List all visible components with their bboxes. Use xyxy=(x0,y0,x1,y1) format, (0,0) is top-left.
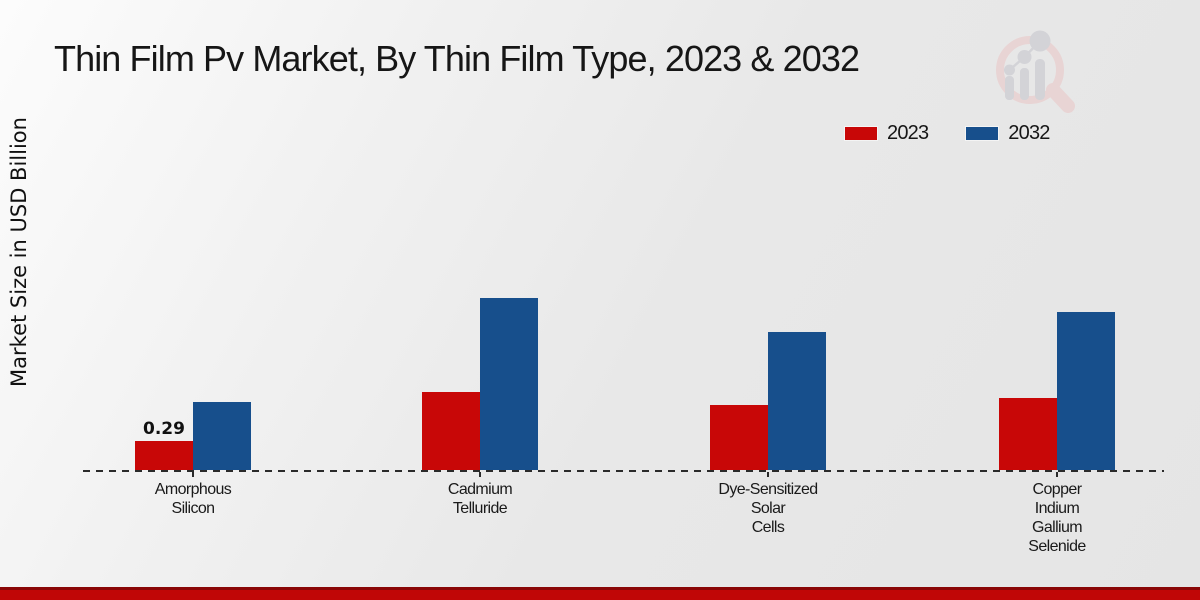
legend-swatch-2023 xyxy=(845,127,877,140)
chart-title: Thin Film Pv Market, By Thin Film Type, … xyxy=(54,38,860,79)
category-label-copper-indium-gallium-selenide: Copper Indium Gallium Selenide xyxy=(1028,481,1086,555)
bar-2032-copper-indium-gallium-selenide xyxy=(1057,312,1115,470)
legend-label-2023: 2023 xyxy=(887,122,929,144)
bar-2032-dye-sensitized-solar-cells xyxy=(768,332,826,470)
footer-accent-bar xyxy=(0,587,1200,600)
x-axis-tick xyxy=(192,472,194,477)
magnifier-bar-chart-logo-icon xyxy=(996,30,1075,113)
bar-2023-copper-indium-gallium-selenide xyxy=(999,398,1057,470)
bar-2023-dye-sensitized-solar-cells xyxy=(710,405,768,470)
legend-label-2032: 2032 xyxy=(1008,122,1050,144)
x-axis-tick xyxy=(479,472,481,477)
bar-2023-cadmium-telluride xyxy=(422,392,480,470)
category-label-cadmium-telluride: Cadmium Telluride xyxy=(447,481,513,517)
legend: 2023 2032 xyxy=(845,122,1050,145)
x-axis-tick xyxy=(767,472,769,477)
bar-2032-cadmium-telluride xyxy=(480,298,538,470)
legend-item-2032: 2032 xyxy=(966,122,1050,145)
bar-2023-amorphous-silicon xyxy=(135,441,193,470)
legend-swatch-2032 xyxy=(966,127,999,140)
category-label-dye-sensitized-solar-cells: Dye-Sensitized Solar Cells xyxy=(718,481,818,536)
bar-value-label: 0.29 xyxy=(143,419,185,439)
bar-2032-amorphous-silicon xyxy=(193,402,251,470)
x-axis-baseline xyxy=(83,470,1164,472)
category-label-amorphous-silicon: Amorphous Silicon xyxy=(154,481,232,517)
legend-item-2023: 2023 xyxy=(845,122,929,145)
x-axis-tick xyxy=(1056,472,1058,477)
